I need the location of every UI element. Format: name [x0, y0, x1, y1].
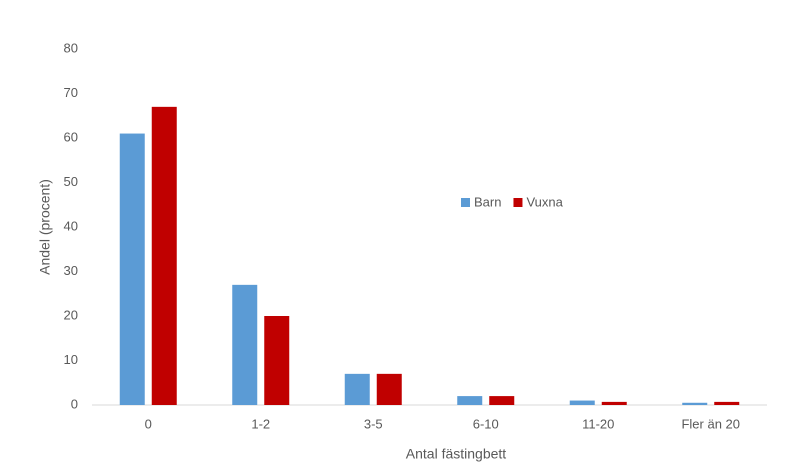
y-tick-label: 60	[64, 129, 78, 144]
y-tick-label: 10	[64, 352, 78, 367]
y-tick-label: 80	[64, 40, 78, 55]
bar	[682, 402, 708, 405]
legend-label: Vuxna	[526, 194, 563, 209]
x-tick-label: 6-10	[473, 416, 499, 431]
x-tick-label: 3-5	[364, 416, 383, 431]
x-tick-label: 11-20	[582, 416, 614, 431]
y-tick-label: 30	[64, 263, 78, 278]
legend-swatch	[461, 198, 470, 207]
legend-swatch	[513, 198, 523, 207]
bar	[264, 316, 290, 405]
y-tick-label: 0	[71, 396, 78, 411]
y-tick-label: 20	[64, 307, 78, 322]
x-tick-label: Fler än 20	[681, 416, 740, 431]
x-tick-label: 0	[145, 416, 152, 431]
legend-label: Barn	[474, 194, 501, 209]
bar	[119, 133, 145, 406]
bar	[569, 400, 595, 405]
x-axis-title: Antal fästingbett	[406, 446, 507, 462]
y-tick-label: 40	[64, 218, 78, 233]
y-tick-label: 70	[64, 85, 78, 100]
bar	[232, 284, 258, 405]
y-axis-title: Andel (procent)	[37, 179, 53, 275]
bar	[714, 401, 740, 405]
bar	[601, 401, 627, 405]
x-tick-label: 1-2	[251, 416, 270, 431]
bar	[376, 373, 402, 405]
y-tick-label: 50	[64, 174, 78, 189]
bar	[344, 373, 370, 405]
bar	[151, 106, 177, 405]
bar	[489, 396, 515, 405]
bar	[457, 396, 483, 405]
